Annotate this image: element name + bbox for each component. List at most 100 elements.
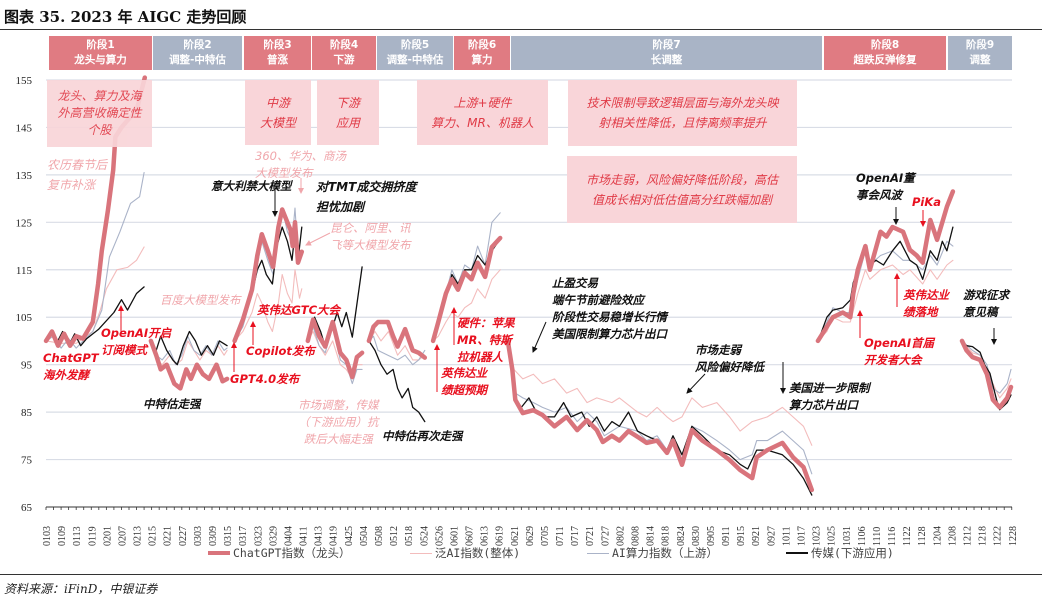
x-tick-label: 0207 bbox=[117, 526, 128, 546]
y-tick-label: 65 bbox=[21, 502, 33, 514]
x-tick-label: 0303 bbox=[193, 526, 204, 546]
annotation-pika: PiKa bbox=[912, 195, 942, 209]
annotation-arrow bbox=[686, 373, 706, 394]
phase-3-header: 阶段3 普涨 bbox=[244, 36, 311, 70]
annotation-chatgpt: ChatGPT 海外发酵 bbox=[43, 351, 99, 382]
y-tick-label: 75 bbox=[21, 455, 33, 467]
series-line-chatgpt bbox=[232, 207, 305, 344]
x-tick-label: 1218 bbox=[978, 526, 989, 546]
x-tick-label: 1023 bbox=[812, 526, 823, 546]
phase-7-header: 阶段7 长调整 bbox=[511, 36, 822, 70]
x-tick-label: 1222 bbox=[993, 526, 1004, 546]
annotation-nvidia-beat: 英伟达业 绩超预期 bbox=[441, 366, 487, 397]
phase-5-header: 阶段5 调整-中特估 bbox=[377, 36, 453, 70]
x-tick-label: 1011 bbox=[781, 526, 792, 546]
annotation-box-market-weak: 市场走弱，风险偏好降低阶段，高估 值成长相对低估值高分红跌幅加剧 bbox=[567, 156, 797, 223]
annotation-game-draft: 游戏征求 意见稿 bbox=[963, 288, 1009, 319]
series-line-media bbox=[507, 340, 813, 496]
x-tick-label: 0905 bbox=[706, 526, 717, 546]
series-line-chatgpt bbox=[148, 338, 230, 391]
series-line-chatgpt bbox=[366, 319, 428, 360]
x-tick-label: 0721 bbox=[585, 526, 596, 546]
x-axis: 0103 0109 0113 0119 0201 0207 0213 0215 0221 0227… bbox=[42, 506, 1019, 546]
x-tick-label: 0315 bbox=[223, 526, 234, 546]
annotation-hardware: 硬件：苹果 MR、特斯 拉机器人 bbox=[457, 316, 515, 364]
x-tick-label: 0213 bbox=[133, 526, 144, 546]
phase-9-header: 阶段9 调整 bbox=[948, 36, 1012, 70]
series-line-media bbox=[817, 226, 954, 343]
x-tick-label: 0824 bbox=[676, 526, 687, 546]
y-tick-label: 125 bbox=[16, 217, 33, 229]
annotation-copilot: Copilot发布 bbox=[246, 344, 315, 358]
annotation-nvidia-landed: 英伟达业 绩落地 bbox=[903, 288, 949, 319]
x-tick-label: 1116 bbox=[887, 527, 898, 546]
series-line-media bbox=[307, 266, 363, 348]
annotation-arrow bbox=[532, 321, 547, 353]
series-line-pan-ai bbox=[234, 269, 303, 342]
legend-swatch bbox=[786, 552, 808, 554]
x-tick-label: 0629 bbox=[525, 526, 536, 546]
y-tick-label: 155 bbox=[16, 75, 33, 87]
annotation-kunlun-alibaba: 昆仑、阿里、讯 飞等大模型发布 bbox=[330, 221, 411, 252]
y-tick-label: 105 bbox=[16, 312, 33, 324]
series-line-ai-compute bbox=[507, 340, 813, 475]
x-tick-label: 0621 bbox=[510, 526, 521, 546]
y-tick-label: 95 bbox=[21, 360, 33, 372]
x-tick-label: 0323 bbox=[253, 526, 264, 546]
x-tick-label: 0425 bbox=[344, 526, 355, 546]
x-tick-label: 1110 bbox=[872, 527, 883, 546]
title-divider bbox=[0, 29, 1042, 30]
annotation-arrows bbox=[118, 178, 997, 394]
x-tick-label: 0201 bbox=[102, 526, 113, 546]
phase-1-header: 阶段1 龙头与算力 bbox=[49, 36, 152, 70]
x-tick-label: 1031 bbox=[842, 526, 853, 546]
series-line-pan-ai bbox=[817, 259, 954, 342]
legend-label: ChatGPT指数（龙头） bbox=[233, 546, 351, 560]
x-tick-label: 0317 bbox=[238, 526, 249, 546]
x-tick-label: 0119 bbox=[87, 526, 98, 546]
series-line-media bbox=[150, 330, 228, 366]
series-line-ai-compute bbox=[817, 240, 954, 342]
legend-label: 泛AI指数(整体) bbox=[435, 546, 521, 560]
x-tick-label: 0524 bbox=[419, 526, 430, 546]
x-tick-label: 0814 bbox=[646, 526, 657, 546]
y-axis: 65 75 85 95 105 115 125 135 145 155 bbox=[16, 75, 33, 514]
x-tick-label: 1228 bbox=[1008, 526, 1019, 546]
x-tick-label: 0613 bbox=[480, 526, 491, 546]
annotation-zte-2: 中特估再次走强 bbox=[382, 429, 463, 443]
series-line-pan-ai bbox=[368, 330, 426, 361]
annotation-market-weak: 市场走弱 风险偏好降低 bbox=[695, 343, 764, 374]
x-tick-label: 0921 bbox=[751, 526, 762, 546]
annotation-box-tech-limit: 技术限制导致逻辑层面与海外龙头映 射相关性降低，且悖离频率提升 bbox=[568, 80, 797, 146]
gridlines bbox=[46, 79, 1012, 461]
x-tick-label: 0309 bbox=[208, 526, 219, 546]
x-tick-label: 0215 bbox=[148, 526, 159, 546]
annotation-openai-devday: OpenAI首届 开发者大会 bbox=[864, 336, 935, 367]
legend-label: 传媒(下游应用) bbox=[811, 546, 894, 560]
annotation-spring-festival: 农历春节后 复市补涨 bbox=[47, 158, 108, 192]
x-tick-label: 0109 bbox=[57, 526, 68, 546]
annotation-gpt4: GPT4.0发布 bbox=[230, 372, 300, 386]
x-tick-label: 1106 bbox=[857, 526, 868, 546]
annotation-360-huawei: 360、华为、商汤 大模型发布 bbox=[255, 149, 346, 180]
series-line-chatgpt bbox=[505, 338, 815, 493]
series-line-media bbox=[368, 340, 426, 423]
annotation-italy-ban: 意大利禁大模型 bbox=[211, 179, 292, 193]
x-tick-label: 0508 bbox=[374, 526, 385, 546]
x-tick-label: 0103 bbox=[42, 526, 53, 546]
phase-6-header: 阶段6 算力 bbox=[454, 36, 510, 70]
annotation-box-upstream: 上游+硬件 算力、MR、机器人 bbox=[417, 80, 548, 145]
series-line-pan-ai bbox=[432, 269, 501, 342]
x-tick-label: 0411 bbox=[299, 526, 310, 546]
annotation-box-phase1: 龙头、算力及海 外高营收确定性 个股 bbox=[47, 80, 152, 147]
annotation-baidu: 百度大模型发布 bbox=[160, 293, 241, 307]
x-tick-label: 0808 bbox=[631, 526, 642, 546]
x-tick-label: 1208 bbox=[947, 526, 958, 546]
x-tick-label: 0818 bbox=[661, 526, 672, 546]
x-tick-label: 1122 bbox=[902, 526, 913, 546]
x-tick-label: 0830 bbox=[691, 526, 702, 546]
x-tick-label: 0512 bbox=[389, 526, 400, 546]
x-tick-label: 0526 bbox=[434, 526, 445, 546]
legend-swatch bbox=[587, 552, 609, 554]
